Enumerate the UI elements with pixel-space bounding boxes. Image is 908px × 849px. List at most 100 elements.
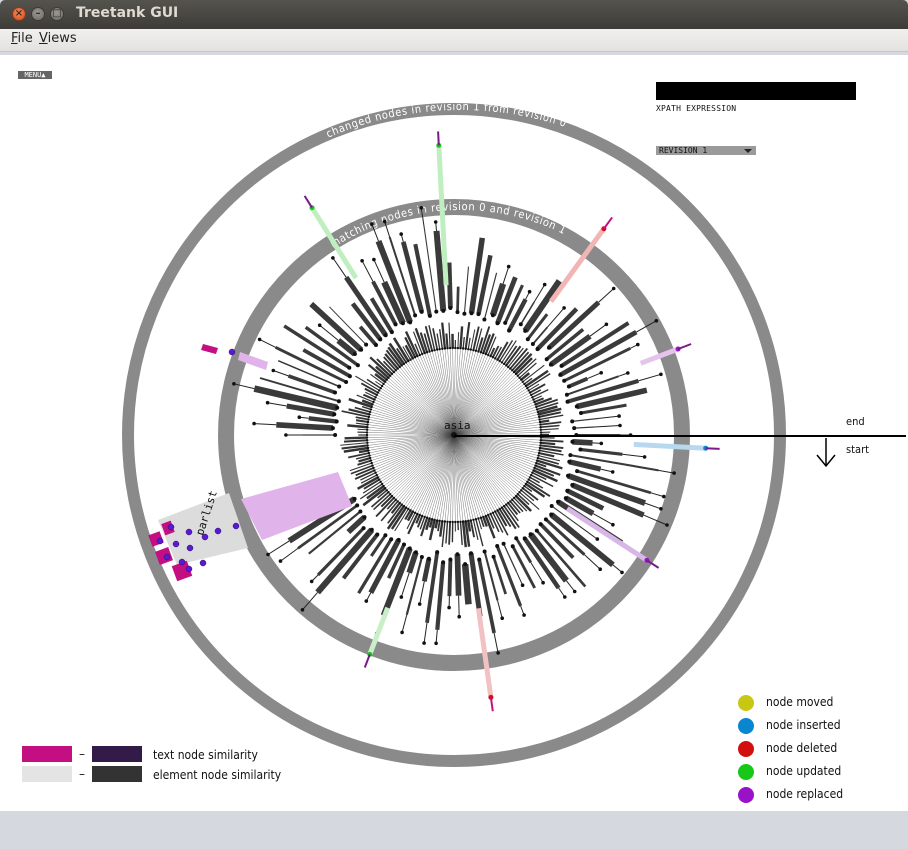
element-node[interactable] [539, 447, 562, 453]
element-node[interactable] [425, 518, 431, 531]
node-marker[interactable] [510, 544, 515, 549]
element-node[interactable] [358, 325, 378, 347]
node-marker[interactable] [376, 391, 380, 394]
element-node[interactable] [539, 522, 575, 559]
element-node[interactable] [536, 402, 559, 411]
element-node[interactable] [507, 298, 528, 332]
node-marker[interactable] [360, 259, 364, 263]
element-node[interactable] [501, 340, 517, 363]
node-marker[interactable] [382, 219, 387, 224]
node-marker[interactable] [441, 560, 446, 565]
element-node[interactable] [406, 512, 416, 530]
node-marker[interactable] [352, 496, 357, 501]
element-node[interactable] [477, 337, 484, 352]
node-marker[interactable] [455, 552, 460, 557]
element-node[interactable] [414, 343, 421, 356]
node-marker[interactable] [402, 504, 406, 508]
element-node[interactable] [308, 510, 362, 555]
element-node[interactable] [304, 325, 359, 367]
node-marker[interactable] [539, 439, 542, 442]
element-node[interactable] [572, 439, 593, 446]
element-node[interactable] [513, 353, 533, 373]
element-node[interactable] [487, 336, 497, 356]
node-marker[interactable] [456, 520, 460, 524]
node-marker[interactable] [507, 328, 512, 333]
element-node[interactable] [475, 328, 483, 351]
element-node[interactable] [368, 538, 402, 594]
element-node[interactable] [528, 383, 540, 391]
node-marker[interactable] [389, 537, 394, 542]
element-node[interactable] [515, 357, 533, 375]
node-marker[interactable] [539, 441, 542, 444]
element-node[interactable] [503, 284, 524, 324]
node-marker[interactable] [443, 347, 447, 350]
element-node[interactable] [519, 362, 537, 379]
node-marker[interactable] [502, 504, 506, 508]
node-marker[interactable] [654, 319, 659, 323]
element-node[interactable] [377, 489, 388, 499]
element-node[interactable] [495, 276, 518, 325]
node-marker[interactable] [396, 500, 399, 503]
element-node[interactable] [539, 419, 550, 424]
node-marker[interactable] [539, 423, 542, 426]
node-marker[interactable] [522, 536, 527, 541]
element-node[interactable] [496, 509, 508, 527]
node-marker[interactable] [544, 357, 549, 362]
element-node[interactable] [354, 406, 371, 413]
node-marker[interactable] [446, 347, 449, 350]
parlist-subtree[interactable]: parlist [148, 344, 352, 582]
element-node[interactable] [574, 426, 595, 429]
element-node[interactable] [489, 347, 496, 357]
element-node[interactable] [380, 495, 393, 508]
minimize-window-button[interactable]: – [31, 7, 45, 21]
node-marker[interactable] [394, 498, 397, 501]
node-marker[interactable] [352, 352, 357, 356]
node-marker[interactable] [400, 630, 404, 635]
element-node[interactable] [390, 506, 408, 530]
changed-node-tail[interactable] [603, 216, 613, 230]
node-marker[interactable] [524, 384, 528, 388]
node-marker[interactable] [472, 518, 475, 521]
node-marker[interactable] [459, 520, 462, 523]
element-node[interactable] [362, 393, 375, 401]
node-marker[interactable] [347, 374, 352, 379]
element-node[interactable] [566, 375, 619, 396]
node-marker[interactable] [538, 420, 542, 424]
text-node-block[interactable] [171, 560, 193, 582]
element-node[interactable] [425, 551, 440, 624]
element-node[interactable] [459, 521, 463, 545]
node-marker[interactable] [373, 469, 376, 472]
element-node[interactable] [503, 543, 518, 573]
node-marker[interactable] [531, 396, 534, 399]
node-marker[interactable] [367, 449, 370, 452]
node-marker[interactable] [520, 378, 523, 381]
replaced-node-dot[interactable] [214, 527, 222, 535]
node-marker[interactable] [451, 520, 454, 524]
element-node[interactable] [535, 397, 553, 406]
element-node[interactable] [509, 347, 528, 370]
node-marker[interactable] [598, 567, 602, 571]
element-node[interactable] [404, 336, 417, 358]
element-node[interactable] [421, 558, 432, 582]
node-marker[interactable] [489, 512, 492, 516]
element-node[interactable] [526, 480, 551, 498]
node-marker[interactable] [500, 506, 504, 509]
element-node[interactable] [528, 532, 569, 583]
element-node[interactable] [385, 349, 401, 368]
node-marker[interactable] [366, 439, 369, 442]
element-node[interactable] [361, 405, 372, 411]
element-node[interactable] [464, 521, 471, 547]
node-marker[interactable] [372, 257, 376, 262]
node-marker[interactable] [464, 520, 467, 523]
node-marker[interactable] [409, 509, 412, 512]
xpath-input[interactable] [656, 82, 856, 100]
element-node[interactable] [355, 454, 370, 460]
changed-node-tail[interactable] [489, 697, 494, 712]
node-marker[interactable] [530, 393, 533, 397]
node-marker[interactable] [372, 400, 375, 404]
replaced-node-dot[interactable] [232, 522, 240, 530]
node-marker[interactable] [538, 418, 541, 421]
element-node[interactable] [468, 552, 483, 617]
element-node[interactable] [477, 559, 496, 634]
node-marker[interactable] [642, 455, 647, 459]
